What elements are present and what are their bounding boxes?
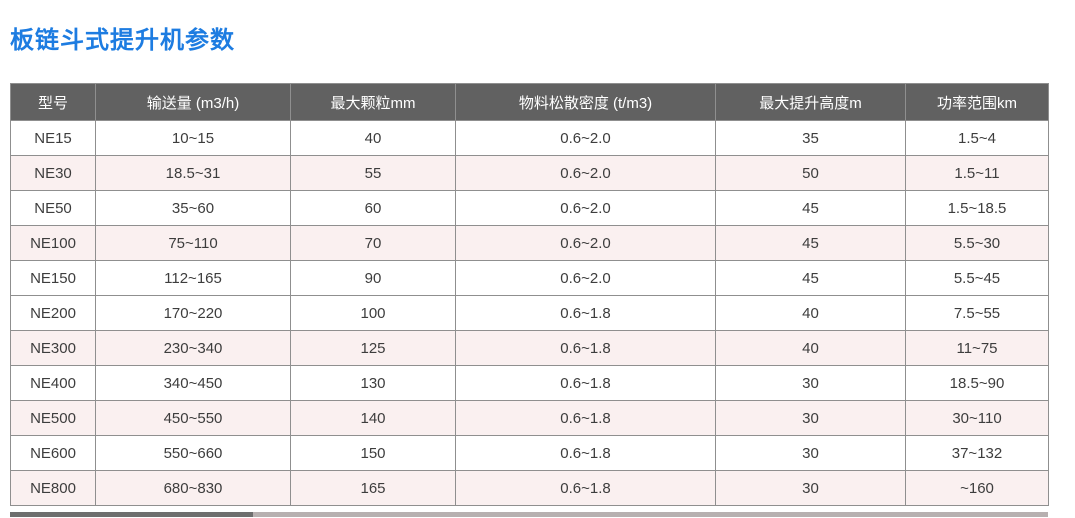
header-cell-power_range: 功率范围km bbox=[905, 83, 1049, 121]
table-row: NE100 75~110 70 0.6~2.0 45 5.5~30 bbox=[10, 225, 1049, 261]
table-cell-max_height: 30 bbox=[715, 400, 906, 436]
table-cell-capacity: 112~165 bbox=[95, 260, 291, 296]
table-cell-model: NE15 bbox=[10, 120, 96, 156]
table-cell-max_height: 30 bbox=[715, 365, 906, 401]
table-row: NE800 680~830 165 0.6~1.8 30 ~160 bbox=[10, 470, 1049, 506]
table-header-row: 型号 输送量 (m3/h) 最大颗粒mm 物料松散密度 (t/m3) 最大提升高度m 功率… bbox=[10, 83, 1049, 121]
table-cell-capacity: 340~450 bbox=[95, 365, 291, 401]
table-cell-power_range: 37~132 bbox=[905, 435, 1049, 471]
horizontal-scrollbar-thumb[interactable] bbox=[10, 512, 253, 517]
table-cell-capacity: 550~660 bbox=[95, 435, 291, 471]
table-cell-power_range: 18.5~90 bbox=[905, 365, 1049, 401]
table-cell-max_height: 40 bbox=[715, 295, 906, 331]
table-cell-max_particle: 90 bbox=[290, 260, 456, 296]
header-cell-capacity: 输送量 (m3/h) bbox=[95, 83, 291, 121]
table-cell-max_particle: 150 bbox=[290, 435, 456, 471]
table-row: NE30 18.5~31 55 0.6~2.0 50 1.5~11 bbox=[10, 155, 1049, 191]
table-cell-density: 0.6~2.0 bbox=[455, 260, 716, 296]
table-cell-capacity: 18.5~31 bbox=[95, 155, 291, 191]
table-cell-max_height: 45 bbox=[715, 190, 906, 226]
table-cell-max_particle: 100 bbox=[290, 295, 456, 331]
table-cell-capacity: 35~60 bbox=[95, 190, 291, 226]
table-cell-power_range: 1.5~4 bbox=[905, 120, 1049, 156]
table-cell-power_range: ~160 bbox=[905, 470, 1049, 506]
table-row: NE300 230~340 125 0.6~1.8 40 11~75 bbox=[10, 330, 1049, 366]
table-cell-max_particle: 140 bbox=[290, 400, 456, 436]
table-cell-max_height: 30 bbox=[715, 435, 906, 471]
table-cell-max_height: 35 bbox=[715, 120, 906, 156]
table-row: NE400 340~450 130 0.6~1.8 30 18.5~90 bbox=[10, 365, 1049, 401]
table-cell-power_range: 11~75 bbox=[905, 330, 1049, 366]
table-cell-model: NE100 bbox=[10, 225, 96, 261]
table-cell-max_height: 45 bbox=[715, 260, 906, 296]
table-cell-capacity: 75~110 bbox=[95, 225, 291, 261]
header-cell-max_height: 最大提升高度m bbox=[715, 83, 906, 121]
parameters-table: 型号 输送量 (m3/h) 最大颗粒mm 物料松散密度 (t/m3) 最大提升高度m 功率… bbox=[10, 83, 1049, 506]
table-cell-model: NE200 bbox=[10, 295, 96, 331]
table-cell-max_particle: 55 bbox=[290, 155, 456, 191]
table-cell-density: 0.6~1.8 bbox=[455, 470, 716, 506]
table-cell-model: NE600 bbox=[10, 435, 96, 471]
page-title: 板链斗式提升机参数 bbox=[10, 27, 235, 54]
table-cell-max_particle: 60 bbox=[290, 190, 456, 226]
table-cell-capacity: 680~830 bbox=[95, 470, 291, 506]
table-row: NE150 112~165 90 0.6~2.0 45 5.5~45 bbox=[10, 260, 1049, 296]
table-header: 型号 输送量 (m3/h) 最大颗粒mm 物料松散密度 (t/m3) 最大提升高度m 功率… bbox=[10, 83, 1049, 121]
table-cell-capacity: 450~550 bbox=[95, 400, 291, 436]
table-cell-max_particle: 70 bbox=[290, 225, 456, 261]
table-cell-density: 0.6~2.0 bbox=[455, 190, 716, 226]
table-row: NE15 10~15 40 0.6~2.0 35 1.5~4 bbox=[10, 120, 1049, 156]
table-cell-max_height: 40 bbox=[715, 330, 906, 366]
table-cell-model: NE800 bbox=[10, 470, 96, 506]
table-cell-model: NE30 bbox=[10, 155, 96, 191]
table-cell-power_range: 7.5~55 bbox=[905, 295, 1049, 331]
table-cell-density: 0.6~2.0 bbox=[455, 155, 716, 191]
table-row: NE500 450~550 140 0.6~1.8 30 30~110 bbox=[10, 400, 1049, 436]
table-cell-density: 0.6~1.8 bbox=[455, 435, 716, 471]
table-cell-power_range: 5.5~45 bbox=[905, 260, 1049, 296]
table-cell-power_range: 1.5~18.5 bbox=[905, 190, 1049, 226]
table-cell-capacity: 10~15 bbox=[95, 120, 291, 156]
table-cell-max_particle: 165 bbox=[290, 470, 456, 506]
parameters-table-container: 型号 输送量 (m3/h) 最大颗粒mm 物料松散密度 (t/m3) 最大提升高度m 功率… bbox=[10, 83, 1049, 506]
table-cell-max_particle: 40 bbox=[290, 120, 456, 156]
table-cell-density: 0.6~1.8 bbox=[455, 295, 716, 331]
table-row: NE600 550~660 150 0.6~1.8 30 37~132 bbox=[10, 435, 1049, 471]
horizontal-scrollbar-track[interactable] bbox=[10, 512, 1048, 517]
table-cell-max_height: 30 bbox=[715, 470, 906, 506]
table-cell-density: 0.6~2.0 bbox=[455, 120, 716, 156]
table-body: NE15 10~15 40 0.6~2.0 35 1.5~4 NE30 18.5~31 55 0.… bbox=[10, 120, 1049, 506]
table-row: NE50 35~60 60 0.6~2.0 45 1.5~18.5 bbox=[10, 190, 1049, 226]
table-cell-max_particle: 130 bbox=[290, 365, 456, 401]
table-cell-density: 0.6~1.8 bbox=[455, 330, 716, 366]
table-cell-capacity: 230~340 bbox=[95, 330, 291, 366]
header-cell-model: 型号 bbox=[10, 83, 96, 121]
table-cell-density: 0.6~1.8 bbox=[455, 365, 716, 401]
table-cell-max_height: 50 bbox=[715, 155, 906, 191]
table-cell-model: NE50 bbox=[10, 190, 96, 226]
header-cell-density: 物料松散密度 (t/m3) bbox=[455, 83, 716, 121]
table-cell-capacity: 170~220 bbox=[95, 295, 291, 331]
table-cell-model: NE300 bbox=[10, 330, 96, 366]
table-cell-max_height: 45 bbox=[715, 225, 906, 261]
table-row: NE200 170~220 100 0.6~1.8 40 7.5~55 bbox=[10, 295, 1049, 331]
table-cell-density: 0.6~2.0 bbox=[455, 225, 716, 261]
header-cell-max_particle: 最大颗粒mm bbox=[290, 83, 456, 121]
table-cell-power_range: 5.5~30 bbox=[905, 225, 1049, 261]
table-cell-density: 0.6~1.8 bbox=[455, 400, 716, 436]
table-cell-power_range: 30~110 bbox=[905, 400, 1049, 436]
table-cell-power_range: 1.5~11 bbox=[905, 155, 1049, 191]
table-cell-model: NE150 bbox=[10, 260, 96, 296]
table-cell-model: NE500 bbox=[10, 400, 96, 436]
table-cell-max_particle: 125 bbox=[290, 330, 456, 366]
table-cell-model: NE400 bbox=[10, 365, 96, 401]
